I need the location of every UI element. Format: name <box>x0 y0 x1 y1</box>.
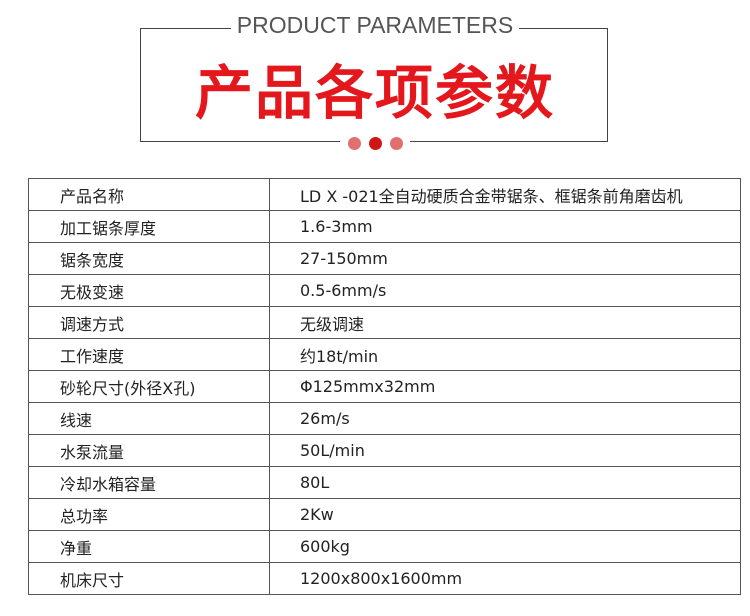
param-label: 锯条宽度 <box>28 242 270 275</box>
param-label: 产品名称 <box>28 178 270 211</box>
param-label: 工作速度 <box>28 338 270 371</box>
param-label: 水泵流量 <box>28 434 270 467</box>
param-label: 无极变速 <box>28 274 270 307</box>
param-value: 26m/s <box>269 402 741 435</box>
table-row: 无极变速 0.5-6mm/s <box>28 274 741 307</box>
english-title-text: PRODUCT PARAMETERS <box>230 12 520 38</box>
param-label: 净重 <box>28 530 270 563</box>
dot-icon <box>347 136 361 150</box>
param-label: 线速 <box>28 402 270 435</box>
dot-icon <box>389 136 403 150</box>
parameters-table: 产品名称 LD X -021全自动硬质合金带锯条、框锯条前角磨齿机 加工锯条厚度 1.… <box>28 178 741 595</box>
param-label: 加工锯条厚度 <box>28 210 270 243</box>
table-row: 总功率 2Kw <box>28 498 741 531</box>
param-value: 2Kw <box>269 498 741 531</box>
table-row: 冷却水箱容量 80L <box>28 466 741 499</box>
table-row: 加工锯条厚度 1.6-3mm <box>28 210 741 243</box>
param-value: 无级调速 <box>269 306 741 339</box>
param-value: 27-150mm <box>269 242 741 275</box>
table-row: 砂轮尺寸(外径X孔) Φ125mmx32mm <box>28 370 741 403</box>
table-row: 机床尺寸 1200x800x1600mm <box>28 562 741 595</box>
dot-icon <box>368 136 382 150</box>
param-value: 约18t/min <box>269 338 741 371</box>
param-value: 50L/min <box>269 434 741 467</box>
param-value: Φ125mmx32mm <box>269 370 741 403</box>
table-row: 工作速度 约18t/min <box>28 338 741 371</box>
decorative-dots <box>340 134 410 152</box>
table-row: 线速 26m/s <box>28 402 741 435</box>
param-value: 1200x800x1600mm <box>269 562 741 595</box>
table-row: 净重 600kg <box>28 530 741 563</box>
param-label: 调速方式 <box>28 306 270 339</box>
english-title: PRODUCT PARAMETERS <box>0 12 750 39</box>
param-value: LD X -021全自动硬质合金带锯条、框锯条前角磨齿机 <box>269 178 741 211</box>
param-value: 0.5-6mm/s <box>269 274 741 307</box>
param-label: 机床尺寸 <box>28 562 270 595</box>
page-title: 产品各项参数 <box>194 59 555 127</box>
table-row: 水泵流量 50L/min <box>28 434 741 467</box>
table-row: 产品名称 LD X -021全自动硬质合金带锯条、框锯条前角磨齿机 <box>28 178 741 211</box>
param-value: 600kg <box>269 530 741 563</box>
param-value: 1.6-3mm <box>269 210 741 243</box>
param-label: 砂轮尺寸(外径X孔) <box>28 370 270 403</box>
param-label: 冷却水箱容量 <box>28 466 270 499</box>
table-row: 锯条宽度 27-150mm <box>28 242 741 275</box>
param-value: 80L <box>269 466 741 499</box>
table-row: 调速方式 无级调速 <box>28 306 741 339</box>
param-label: 总功率 <box>28 498 270 531</box>
